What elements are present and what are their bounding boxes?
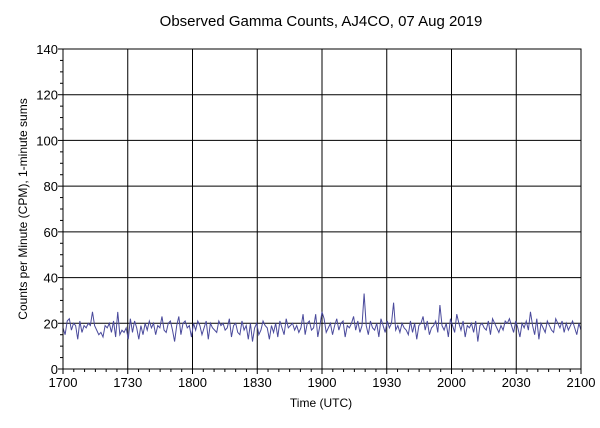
x-tick-label: 1830: [243, 375, 272, 390]
plot-frame: [62, 48, 582, 370]
x-tick-label: 1900: [308, 375, 337, 390]
x-tick-label: 2030: [502, 375, 531, 390]
x-axis-label: Time (UTC): [290, 396, 352, 410]
x-tick-label: 1730: [113, 375, 142, 390]
y-tick-label: 40: [44, 271, 58, 286]
x-tick-labels: 1700 1730 1800 1830 1900 1930 2000 2030 2100: [49, 375, 596, 390]
chart-title: Observed Gamma Counts, AJ4CO, 07 Aug 201…: [160, 13, 483, 30]
y-tick-label: 80: [44, 179, 58, 194]
y-tick-label: 20: [44, 316, 58, 331]
y-tick-label: 120: [36, 88, 58, 103]
x-tick-label: 1930: [372, 375, 401, 390]
y-axis-label: Counts per Minute (CPM), 1-minute sums: [16, 98, 30, 319]
y-tick-labels: 0 20 40 60 80 100 120 140: [36, 42, 58, 377]
x-tick-label: 1800: [178, 375, 207, 390]
y-tick-label: 140: [36, 42, 58, 57]
x-tick-label: 2100: [567, 375, 596, 390]
grid-lines: [63, 49, 581, 369]
x-tick-label: 2000: [437, 375, 466, 390]
x-tick-label: 1700: [49, 375, 78, 390]
y-tick-label: 100: [36, 133, 58, 148]
cpm-series-line: [62, 293, 582, 342]
y-tick-label: 0: [51, 362, 58, 377]
y-tick-label: 60: [44, 225, 58, 240]
